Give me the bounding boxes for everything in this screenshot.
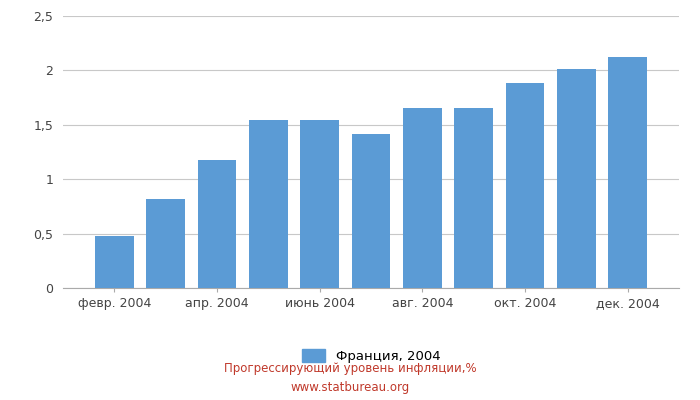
Bar	[403, 108, 442, 288]
Bar	[197, 160, 237, 288]
Bar	[454, 108, 493, 288]
Bar	[351, 134, 391, 288]
Bar	[608, 57, 647, 288]
Bar	[557, 69, 596, 288]
Bar	[95, 236, 134, 288]
Bar	[300, 120, 339, 288]
Legend: Франция, 2004: Франция, 2004	[296, 344, 446, 368]
Bar	[249, 120, 288, 288]
Bar	[146, 199, 185, 288]
Bar	[505, 84, 545, 288]
Text: Прогрессирующий уровень инфляции,%
www.statbureau.org: Прогрессирующий уровень инфляции,% www.s…	[224, 362, 476, 394]
